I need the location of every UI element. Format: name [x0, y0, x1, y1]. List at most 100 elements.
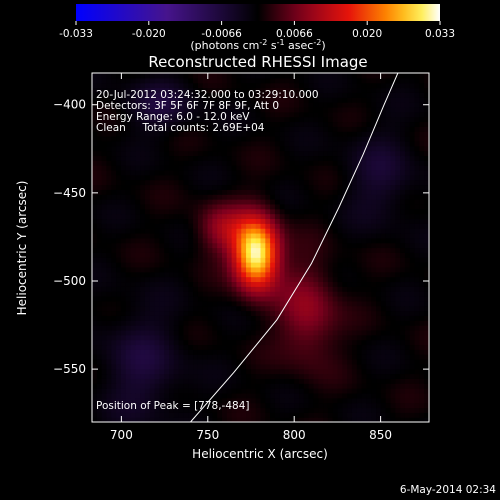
- heatmap-cell: [212, 262, 218, 268]
- heatmap-cell: [154, 150, 160, 157]
- heatmap-cell: [188, 194, 194, 200]
- heatmap-cell: [337, 320, 343, 326]
- heatmap-cell: [424, 194, 429, 200]
- heatmap-cell: [260, 160, 266, 166]
- heatmap-cell: [376, 305, 382, 312]
- heatmap-cell: [390, 295, 396, 302]
- heatmap-cell: [154, 252, 160, 258]
- heatmap-cell: [101, 106, 108, 113]
- heatmap-cell: [246, 266, 252, 273]
- heatmap-cell: [188, 388, 194, 394]
- heatmap-cell: [395, 363, 401, 370]
- heatmap-cell: [246, 102, 252, 108]
- heatmap-cell: [337, 87, 343, 93]
- heatmap-cell: [241, 339, 247, 346]
- heatmap-cell: [289, 344, 295, 350]
- heatmap-cell: [361, 145, 368, 152]
- heatmap-cell: [169, 271, 175, 278]
- heatmap-cell: [313, 349, 319, 355]
- heatmap-cell: [395, 242, 401, 249]
- heatmap-cell: [347, 329, 353, 336]
- heatmap-cell: [140, 392, 146, 399]
- heatmap-cell: [342, 339, 348, 346]
- heatmap-cell: [231, 295, 238, 302]
- heatmap-cell: [308, 262, 315, 268]
- heatmap-cell: [250, 378, 257, 384]
- heatmap-cell: [337, 286, 343, 292]
- heatmap-cell: [246, 160, 252, 166]
- heatmap-cell: [197, 179, 204, 186]
- heatmap-cell: [366, 169, 372, 176]
- heatmap-cell: [337, 174, 343, 181]
- heatmap-cell: [120, 189, 127, 195]
- heatmap-cell: [342, 237, 348, 244]
- heatmap-cell: [400, 97, 406, 103]
- heatmap-cell: [207, 295, 213, 302]
- heatmap-cell: [111, 339, 117, 346]
- heatmap-cell: [246, 368, 252, 375]
- heatmap-cell: [323, 203, 329, 210]
- heatmap-cell: [308, 397, 315, 404]
- heatmap-cell: [414, 97, 420, 103]
- heatmap-cell: [404, 310, 411, 316]
- heatmap-cell: [327, 383, 334, 389]
- heatmap-cell: [356, 373, 363, 379]
- heatmap-cell: [376, 208, 382, 215]
- heatmap-cell: [318, 87, 324, 93]
- heatmap-cell: [380, 82, 387, 89]
- heatmap-cell: [385, 203, 392, 210]
- heatmap-cell: [183, 131, 189, 137]
- heatmap-cell: [246, 262, 252, 268]
- heatmap-cell: [149, 121, 156, 127]
- heatmap-cell: [376, 320, 382, 326]
- heatmap-cell: [169, 252, 175, 258]
- heatmap-cell: [193, 145, 199, 152]
- heatmap-cell: [178, 189, 185, 195]
- heatmap-cell: [116, 136, 122, 142]
- heatmap-cell: [183, 392, 189, 399]
- heatmap-cell: [120, 73, 127, 79]
- heatmap-cell: [313, 106, 319, 113]
- heatmap-cell: [202, 121, 209, 127]
- heatmap-cell: [140, 126, 146, 132]
- heatmap-cell: [390, 208, 396, 215]
- heatmap-cell: [337, 397, 343, 404]
- heatmap-cell: [361, 247, 368, 253]
- heatmap-cell: [299, 106, 305, 113]
- heatmap-cell: [308, 368, 315, 375]
- heatmap-cell: [140, 174, 146, 181]
- heatmap-cell: [144, 116, 151, 123]
- heatmap-cell: [260, 402, 266, 409]
- heatmap-cell: [193, 203, 199, 210]
- heatmap-cell: [111, 184, 117, 190]
- heatmap-cell: [246, 300, 252, 307]
- heatmap-cell: [106, 82, 112, 89]
- heatmap-cell: [400, 165, 406, 171]
- heatmap-cell: [135, 136, 141, 142]
- heatmap-cell: [303, 407, 310, 413]
- heatmap-cell: [318, 121, 324, 127]
- heatmap-cell: [183, 397, 189, 404]
- heatmap-cell: [241, 82, 247, 89]
- heatmap-cell: [236, 237, 242, 244]
- heatmap-cell: [318, 165, 324, 171]
- heatmap-cell: [294, 266, 300, 273]
- heatmap-cell: [342, 77, 348, 84]
- heatmap-cell: [327, 276, 334, 283]
- heatmap-cell: [144, 407, 151, 413]
- heatmap-cell: [400, 87, 406, 93]
- heatmap-cell: [96, 354, 103, 360]
- heatmap-cell: [188, 116, 194, 123]
- heatmap-cell: [419, 402, 425, 409]
- heatmap-cell: [154, 349, 160, 355]
- heatmap-cell: [366, 97, 372, 103]
- heatmap-cell: [303, 218, 310, 224]
- heatmap-cell: [371, 266, 377, 273]
- heatmap-cell: [178, 295, 185, 302]
- heatmap-cell: [318, 232, 324, 239]
- heatmap-cell: [173, 334, 180, 341]
- heatmap-cell: [419, 397, 425, 404]
- heatmap-cell: [361, 199, 368, 205]
- heatmap-cell: [197, 388, 204, 394]
- heatmap-cell: [404, 271, 411, 278]
